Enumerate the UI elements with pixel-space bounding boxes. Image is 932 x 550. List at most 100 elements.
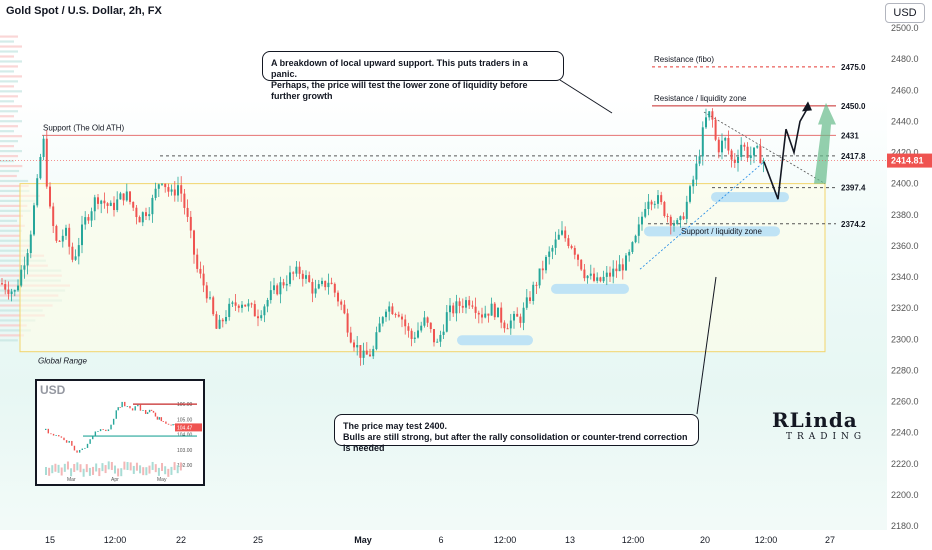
candle-body [33, 205, 35, 235]
candle-body [711, 111, 714, 120]
inset-y-tick: 102.00 [177, 463, 193, 469]
candle-body [439, 334, 442, 342]
candle-body [756, 146, 759, 148]
candle-body [497, 307, 499, 318]
inset-volume-bar [139, 465, 142, 474]
profile-bar [0, 150, 23, 153]
inset-candle [78, 449, 81, 453]
candle-body [596, 277, 599, 281]
candle-body [321, 280, 323, 285]
inset-candle [47, 428, 50, 434]
profile-bar [0, 169, 20, 173]
candle-body [77, 245, 80, 257]
candle-body [426, 317, 429, 323]
candle-body [55, 225, 58, 241]
candle-body [541, 268, 544, 271]
inset-last-label: 104.47 [177, 425, 193, 431]
profile-bar [0, 204, 28, 207]
profile-bar [0, 35, 18, 38]
candle-body [129, 191, 131, 202]
candle-body [698, 156, 701, 164]
level-name-label: Resistance / liquidity zone [654, 94, 747, 103]
inset-volume-bar [117, 468, 120, 477]
candle-body [218, 319, 221, 329]
candle-body [106, 203, 109, 206]
candle-body [631, 242, 634, 252]
inset-candle [71, 440, 73, 446]
candle-body [708, 111, 711, 118]
candle-body [13, 290, 16, 292]
profile-bar [0, 45, 22, 48]
candle-body [500, 307, 503, 323]
candle-body [385, 311, 387, 318]
candle-body [410, 330, 413, 339]
candle-body [458, 301, 461, 306]
candle-body [513, 313, 515, 321]
inset-plot: 106.00105.00104.00103.00102.00104.47MarA… [45, 401, 202, 483]
candle-body [714, 119, 717, 140]
candle-body [391, 306, 394, 315]
candle-body [727, 137, 730, 151]
candle-body [4, 284, 7, 290]
inset-title: USD [40, 383, 66, 397]
inset-candle [131, 408, 134, 411]
inset-candle [137, 404, 139, 407]
candle-body [17, 285, 19, 291]
candle-body [167, 187, 170, 192]
candle-body [689, 186, 691, 202]
candle-body [10, 291, 13, 295]
candle-body [231, 302, 234, 304]
candle-body [109, 202, 112, 206]
candle-body [359, 345, 362, 358]
candle-body [628, 251, 631, 256]
profile-bar [0, 120, 22, 123]
inset-candle [160, 417, 163, 422]
currency-button[interactable]: USD [885, 3, 925, 23]
profile-bar [0, 75, 22, 78]
time-tick-label: 27 [825, 535, 835, 545]
price-tick-label: 2440.0 [891, 116, 919, 126]
candle-body [301, 273, 304, 279]
profile-bar [0, 50, 18, 53]
candle-body [397, 314, 400, 317]
candle-body [516, 313, 519, 317]
profile-bar [0, 184, 29, 188]
level-name-label: Resistance (fibo) [654, 55, 714, 64]
inset-candle [45, 428, 47, 430]
last-price-tag [887, 153, 932, 168]
candle-body [237, 305, 240, 308]
candle-body [365, 350, 368, 355]
candle-body [209, 297, 211, 299]
inset-candle [144, 409, 147, 414]
inset-volume-bar [164, 466, 167, 475]
liquidity-zone [711, 192, 789, 203]
projection-path [763, 106, 809, 200]
inset-candle [86, 443, 89, 448]
candle-body [183, 193, 186, 208]
logo-line-1: RLinda [772, 408, 858, 432]
candle-body [545, 256, 547, 271]
global-range-box: Global Range [19, 183, 826, 366]
candle-body [177, 185, 179, 196]
profile-bar [0, 90, 22, 93]
candle-body [346, 313, 349, 333]
inset-volume-bar [54, 463, 57, 472]
inset-volume-bar [179, 462, 182, 471]
price-tick-label: 2200.0 [891, 490, 919, 500]
time-tick-label: May [354, 535, 372, 545]
trendline [703, 111, 826, 184]
candle-body [353, 342, 355, 348]
candle-body [311, 281, 314, 294]
inset-candle [112, 418, 115, 425]
time-tick-label: 20 [700, 535, 710, 545]
candle-body [551, 247, 554, 252]
inset-volume-bar [82, 468, 85, 477]
liquidity-zone [457, 335, 533, 346]
candle-body [685, 201, 688, 219]
candle-body [138, 217, 141, 223]
price-tick-label: 2280.0 [891, 365, 919, 375]
candle-body [413, 337, 416, 339]
candle-body [465, 300, 467, 308]
candle-body [625, 255, 627, 271]
